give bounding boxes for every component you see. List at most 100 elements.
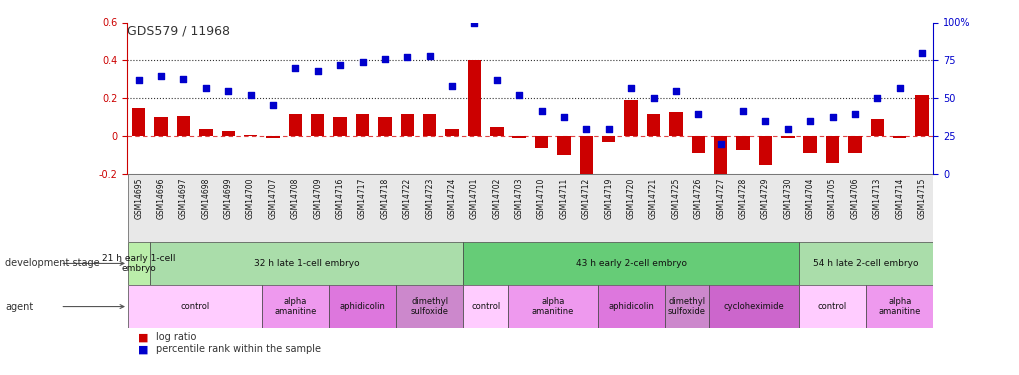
Text: control: control [817, 302, 847, 311]
Bar [691, 136, 704, 153]
Bar [490, 127, 503, 136]
Bar [624, 100, 637, 136]
Bar [848, 136, 861, 153]
Bar [668, 112, 682, 136]
Bar [664, 285, 709, 328]
Text: GSM14727: GSM14727 [715, 178, 725, 219]
Text: GSM14729: GSM14729 [760, 178, 769, 219]
Point [690, 111, 706, 117]
Point [801, 118, 817, 124]
Text: GSM14718: GSM14718 [380, 178, 389, 219]
Bar [328, 285, 395, 328]
Text: ■: ■ [138, 333, 148, 342]
Text: agent: agent [5, 302, 34, 312]
Text: percentile rank within the sample: percentile rank within the sample [156, 345, 321, 354]
Text: aphidicolin: aphidicolin [607, 302, 653, 311]
Text: 54 h late 2-cell embryo: 54 h late 2-cell embryo [812, 259, 918, 268]
Bar [781, 136, 794, 138]
Point [376, 56, 392, 62]
Point [220, 88, 236, 94]
Bar [865, 285, 932, 328]
Point [913, 50, 929, 56]
Bar [445, 129, 459, 136]
Bar [131, 108, 146, 136]
Point [443, 83, 460, 89]
Bar [893, 136, 906, 138]
Bar [395, 285, 463, 328]
Point [868, 96, 884, 102]
Text: log ratio: log ratio [156, 333, 197, 342]
Bar [798, 242, 932, 285]
Bar [333, 117, 346, 136]
Text: GSM14713: GSM14713 [872, 178, 881, 219]
Bar [646, 114, 659, 136]
Text: GSM14726: GSM14726 [693, 178, 702, 219]
Text: 21 h early 1-cell
embryo: 21 h early 1-cell embryo [102, 254, 175, 273]
Text: GSM14708: GSM14708 [290, 178, 300, 219]
Text: 43 h early 2-cell embryo: 43 h early 2-cell embryo [575, 259, 686, 268]
Text: GSM14695: GSM14695 [135, 178, 143, 219]
Text: GSM14701: GSM14701 [470, 178, 479, 219]
Text: GSM14716: GSM14716 [335, 178, 344, 219]
Text: GSM14730: GSM14730 [783, 178, 792, 219]
Text: 32 h late 1-cell embryo: 32 h late 1-cell embryo [254, 259, 359, 268]
Text: ■: ■ [138, 345, 148, 354]
Bar [154, 117, 168, 136]
Text: GSM14717: GSM14717 [358, 178, 367, 219]
Point [511, 92, 527, 98]
Bar [601, 136, 614, 142]
Point [153, 73, 169, 79]
Point [533, 108, 549, 114]
Bar [463, 242, 798, 285]
Text: GSM14706: GSM14706 [850, 178, 859, 219]
Text: GSM14720: GSM14720 [626, 178, 635, 219]
Bar [244, 135, 257, 136]
Text: GSM14719: GSM14719 [603, 178, 612, 219]
Bar [825, 136, 839, 163]
Bar [736, 136, 749, 150]
Bar [150, 242, 463, 285]
Point [466, 20, 482, 26]
Bar [556, 136, 571, 155]
Point [287, 65, 304, 71]
Bar [423, 114, 436, 136]
Bar [709, 285, 798, 328]
Text: GSM14723: GSM14723 [425, 178, 434, 219]
Bar [468, 60, 481, 136]
Point [891, 85, 907, 91]
Bar [758, 136, 771, 165]
Text: GSM14697: GSM14697 [178, 178, 187, 219]
Text: alpha
amanitine: alpha amanitine [274, 297, 316, 316]
Text: GSM14728: GSM14728 [738, 178, 747, 219]
Text: GSM14709: GSM14709 [313, 178, 322, 219]
Point [779, 126, 795, 132]
Bar [127, 285, 262, 328]
Text: alpha
amanitine: alpha amanitine [531, 297, 574, 316]
Bar [378, 117, 391, 136]
Text: GSM14696: GSM14696 [157, 178, 165, 219]
Point [846, 111, 862, 117]
Bar [221, 131, 234, 136]
Point [578, 126, 594, 132]
Bar [597, 285, 664, 328]
Text: alpha
amanitine: alpha amanitine [877, 297, 920, 316]
Bar [311, 114, 324, 136]
Point [354, 59, 370, 65]
Text: GSM14705: GSM14705 [827, 178, 837, 219]
Point [331, 62, 347, 68]
Bar [870, 119, 883, 136]
Text: GSM14703: GSM14703 [515, 178, 523, 219]
Text: GSM14710: GSM14710 [537, 178, 545, 219]
Point [310, 68, 326, 74]
Text: GDS579 / 11968: GDS579 / 11968 [127, 24, 230, 38]
Text: GSM14698: GSM14698 [201, 178, 210, 219]
Bar [400, 114, 414, 136]
Point [712, 141, 729, 147]
Bar [713, 136, 727, 190]
Text: development stage: development stage [5, 258, 100, 268]
Bar [914, 94, 928, 136]
Bar [463, 285, 507, 328]
Text: GSM14712: GSM14712 [581, 178, 590, 219]
Text: dimethyl
sulfoxide: dimethyl sulfoxide [411, 297, 448, 316]
Text: GSM14704: GSM14704 [805, 178, 814, 219]
